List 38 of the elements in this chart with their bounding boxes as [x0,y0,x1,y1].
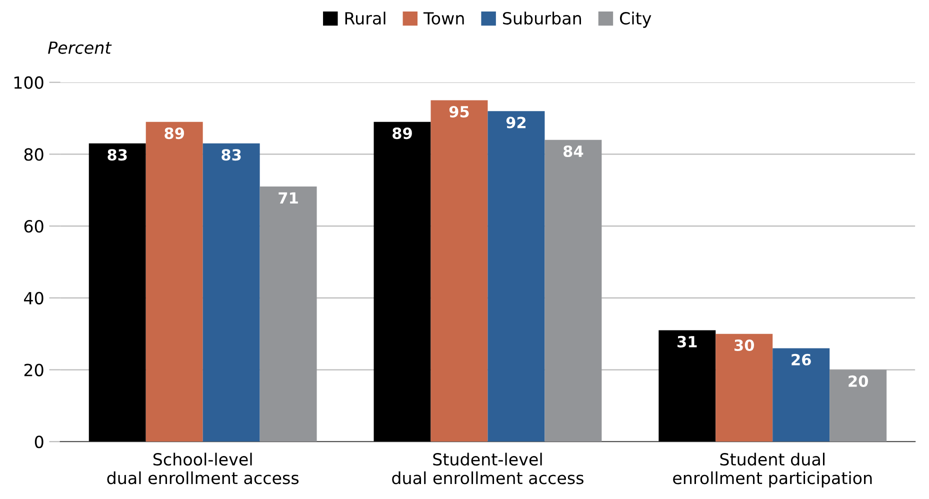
data-label: 89 [164,128,184,140]
y-tick-label: 60 [24,220,44,233]
data-label: 26 [792,354,811,366]
data-label: 83 [108,149,127,161]
legend-label: Town [423,12,464,25]
bar [716,334,773,442]
data-label: 71 [278,192,298,204]
data-label: 92 [506,116,526,128]
data-label: 84 [563,145,584,158]
data-label: 89 [392,128,412,140]
y-tick-label: 100 [14,76,44,89]
x-tick-label: Student dual enrollment participation [673,452,872,488]
bar [430,100,488,442]
bar [830,370,887,442]
legend-label: City [620,12,652,28]
data-label: 95 [449,106,469,118]
legend-label: Suburban [502,12,581,25]
bar [374,122,431,442]
data-label: 31 [678,336,697,348]
data-label: 20 [848,375,868,387]
data-label: 30 [734,339,754,352]
bar [88,143,146,442]
bar [772,348,830,442]
y-tick-label: 40 [24,292,44,304]
bar [658,330,716,442]
x-tick-label: School-level dual enrollment access [107,452,299,484]
bar [544,140,602,442]
y-tick-label: 80 [24,148,44,161]
data-label: 83 [222,149,241,161]
bar [146,122,203,442]
bar [488,111,545,442]
bar [202,143,260,442]
bar [260,186,317,442]
y-tick-label: 20 [24,364,44,376]
y-axis-title: Percent [48,42,112,54]
x-tick-label: Student-level dual enrollment access [392,452,584,484]
y-tick-label: 0 [34,436,44,448]
legend-label: Rural [345,12,386,25]
